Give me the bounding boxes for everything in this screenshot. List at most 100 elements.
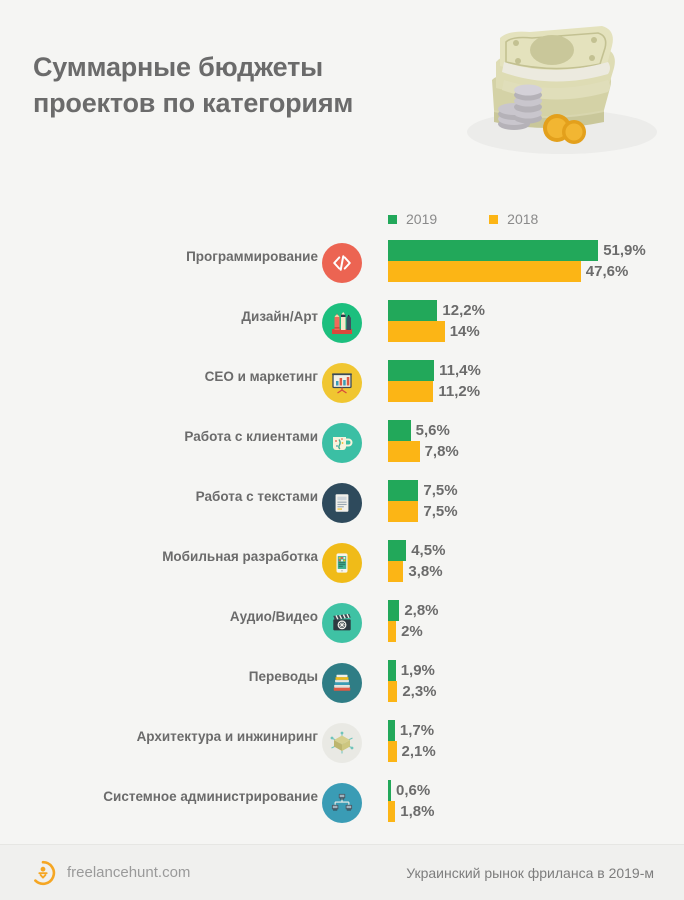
- bar-group: 1,7% 2,1%: [388, 720, 436, 762]
- bar-line-2018: 11,2%: [388, 381, 481, 402]
- bar-line-2019: 5,6%: [388, 420, 459, 441]
- bar-2018: [388, 621, 397, 642]
- bar-chart: Программирование 51,9% 47,6% Дизайн/Арт 12,2…: [0, 236, 684, 836]
- bar-2019: [388, 600, 400, 621]
- bar-line-2018: 2%: [388, 621, 439, 642]
- category-label: Работа с текстами: [195, 489, 318, 504]
- legend-label-2018: 2018: [507, 211, 539, 227]
- bar-2019: [388, 720, 395, 741]
- bar-line-2019: 1,7%: [388, 720, 436, 741]
- bar-value-2019: 5,6%: [415, 422, 450, 439]
- bar-value-2019: 0,6%: [396, 782, 431, 799]
- bar-value-2018: 2%: [401, 623, 423, 640]
- bar-value-2018: 7,5%: [423, 503, 458, 520]
- brand[interactable]: freelancehunt.com: [30, 860, 190, 886]
- chart-row: Работа с текстами 7,5% 7,5%: [0, 476, 684, 536]
- bar-line-2018: 3,8%: [388, 561, 445, 582]
- code-icon: [322, 243, 362, 283]
- 3d-cube-icon: [322, 723, 362, 763]
- bar-group: 11,4% 11,2%: [388, 360, 481, 402]
- bar-2019: [388, 780, 391, 801]
- legend-label-2019: 2019: [406, 211, 438, 227]
- bar-line-2019: 12,2%: [388, 300, 485, 321]
- bar-value-2019: 11,4%: [439, 362, 481, 379]
- chart-legend: 2019 2018: [388, 211, 590, 227]
- bar-2018: [388, 561, 404, 582]
- bar-line-2019: 11,4%: [388, 360, 481, 381]
- bar-2019: [388, 240, 599, 261]
- bar-line-2018: 14%: [388, 321, 485, 342]
- bar-value-2018: 3,8%: [408, 563, 443, 580]
- bar-line-2019: 7,5%: [388, 480, 458, 501]
- bar-2018: [388, 801, 396, 822]
- document-icon: [322, 483, 362, 523]
- bar-line-2018: 2,3%: [388, 681, 437, 702]
- bar-value-2018: 2,3%: [402, 683, 437, 700]
- chart-row: Работа с клиентами 5,6% 7,8%: [0, 416, 684, 476]
- bar-value-2019: 7,5%: [423, 482, 458, 499]
- bar-2019: [388, 540, 407, 561]
- page-title: Суммарные бюджеты проектов по категориям: [33, 52, 354, 118]
- bar-2018: [388, 501, 419, 522]
- money-stack-illustration: [467, 26, 657, 154]
- legend-swatch-2018: [489, 214, 499, 224]
- bar-2019: [388, 300, 438, 321]
- network-servers-icon: [322, 783, 362, 823]
- books-stack-icon: [322, 663, 362, 703]
- bar-line-2018: 47,6%: [388, 261, 646, 282]
- brand-name: freelancehunt.com: [67, 864, 191, 881]
- chart-row: Дизайн/Арт 12,2% 14%: [0, 296, 684, 356]
- bar-line-2018: 7,8%: [388, 441, 459, 462]
- bar-line-2019: 1,9%: [388, 660, 437, 681]
- bar-value-2018: 2,1%: [401, 743, 436, 760]
- category-label: Переводы: [248, 669, 318, 684]
- bar-group: 2,8% 2%: [388, 600, 439, 642]
- category-label: Программирование: [186, 249, 318, 264]
- chart-row: Программирование 51,9% 47,6%: [0, 236, 684, 296]
- chart-row: Переводы 1,9% 2,3%: [0, 656, 684, 716]
- bar-group: 51,9% 47,6%: [388, 240, 646, 282]
- bar-2018: [388, 381, 434, 402]
- header: Суммарные бюджеты проектов по категориям: [0, 0, 684, 185]
- bar-2018: [388, 441, 420, 462]
- bar-line-2019: 4,5%: [388, 540, 445, 561]
- bar-value-2019: 1,7%: [399, 722, 435, 739]
- mobile-phone-icon: [322, 543, 362, 583]
- bar-value-2018: 1,8%: [400, 803, 435, 820]
- bar-line-2019: 0,6%: [388, 780, 434, 801]
- legend-item-2018: 2018: [489, 211, 538, 227]
- bar-line-2019: 2,8%: [388, 600, 439, 621]
- bar-2019: [388, 660, 396, 681]
- bar-line-2018: 1,8%: [388, 801, 434, 822]
- bar-2018: [388, 261, 581, 282]
- coffee-mug-icon: [322, 423, 362, 463]
- bar-value-2018: 47,6%: [585, 263, 629, 280]
- bar-2019: [388, 420, 411, 441]
- bar-2019: [388, 360, 435, 381]
- bar-group: 5,6% 7,8%: [388, 420, 459, 462]
- category-label: Мобильная разработка: [162, 549, 318, 564]
- bar-2019: [388, 480, 419, 501]
- category-label: СЕО и маркетинг: [204, 369, 318, 384]
- pencils-icon: [322, 303, 362, 343]
- bar-value-2019: 12,2%: [442, 302, 485, 319]
- bar-value-2019: 2,8%: [404, 602, 439, 619]
- presentation-chart-icon: [322, 363, 362, 403]
- bar-2018: [388, 681, 398, 702]
- bar-group: 4,5% 3,8%: [388, 540, 445, 582]
- bar-value-2018: 7,8%: [424, 443, 459, 460]
- chart-row: Мобильная разработка 4,5% 3,8%: [0, 536, 684, 596]
- bar-value-2018: 14%: [449, 323, 480, 340]
- bar-group: 0,6% 1,8%: [388, 780, 434, 822]
- bar-line-2019: 51,9%: [388, 240, 646, 261]
- bar-line-2018: 7,5%: [388, 501, 458, 522]
- bar-value-2019: 1,9%: [400, 662, 435, 679]
- chart-row: Аудио/Видео 2,8% 2%: [0, 596, 684, 656]
- bar-line-2018: 2,1%: [388, 741, 436, 762]
- category-label: Дизайн/Арт: [241, 309, 318, 324]
- category-label: Работа с клиентами: [184, 429, 318, 444]
- bar-2018: [388, 741, 397, 762]
- chart-row: Системное администрирование 0,6% 1,8%: [0, 776, 684, 836]
- bar-value-2019: 51,9%: [603, 242, 646, 259]
